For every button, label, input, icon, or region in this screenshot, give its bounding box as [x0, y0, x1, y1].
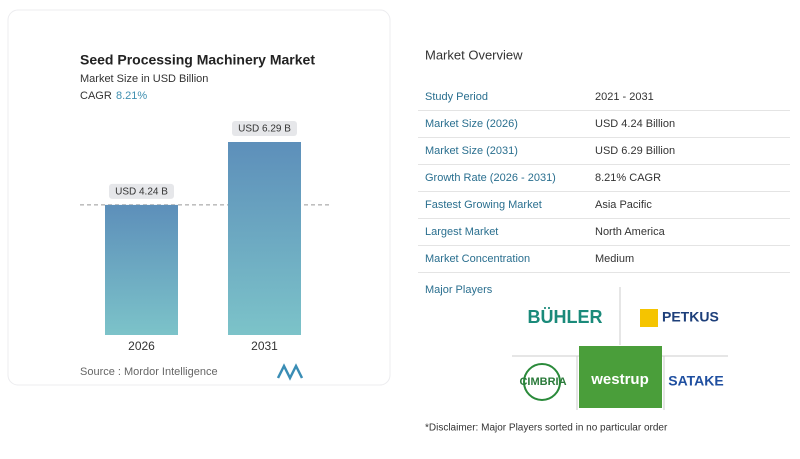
player-logo: PETKUS: [662, 309, 719, 325]
chart-title: Seed Processing Machinery Market: [80, 52, 315, 68]
cimbria-ring: [523, 363, 561, 401]
value-label-box: [232, 121, 297, 136]
row-value: 2021 - 2031: [595, 91, 654, 103]
row-value: USD 4.24 Billion: [595, 118, 675, 130]
x-tick-label: 2031: [251, 339, 278, 353]
row-value: Asia Pacific: [595, 199, 652, 211]
bar: [105, 204, 178, 335]
disclaimer: *Disclaimer: Major Players sorted in no …: [425, 423, 668, 434]
row-label: Fastest Growing Market: [425, 199, 542, 211]
chart-subtitle: Market Size in USD Billion: [80, 73, 208, 85]
cagr-label: CAGR: [80, 90, 112, 102]
row-value: USD 6.29 Billion: [595, 145, 675, 157]
row-label: Market Concentration: [425, 253, 530, 265]
westrup-box: [579, 346, 662, 408]
row-label: Market Size (2031): [425, 145, 518, 157]
row-value: 8.21% CAGR: [595, 172, 661, 184]
value-label-box: [109, 183, 174, 199]
row-label: Market Size (2026): [425, 118, 518, 130]
row-value: Medium: [595, 253, 634, 265]
value-label: USD 4.24 B: [115, 187, 168, 198]
bar: [228, 142, 301, 335]
players-title: Major Players: [425, 284, 493, 296]
source: Source : Mordor Intelligence: [80, 366, 218, 378]
row-value: North America: [595, 226, 666, 238]
player-logo: SATAKE: [668, 373, 723, 389]
row-label: Largest Market: [425, 226, 498, 238]
player-logo: CIMBRIA: [519, 376, 566, 388]
petkus-icon: [640, 309, 658, 327]
value-label: USD 6.29 B: [238, 124, 291, 135]
overview-title: Market Overview: [425, 47, 523, 62]
player-logo: westrup: [590, 371, 649, 388]
row-label: Growth Rate (2026 - 2031): [425, 172, 556, 184]
brand-logo: [276, 363, 304, 381]
cagr-value: 8.21%: [116, 90, 147, 102]
row-label: Study Period: [425, 91, 488, 103]
player-logo: BÜHLER: [528, 307, 603, 327]
x-tick-label: 2026: [128, 339, 155, 353]
